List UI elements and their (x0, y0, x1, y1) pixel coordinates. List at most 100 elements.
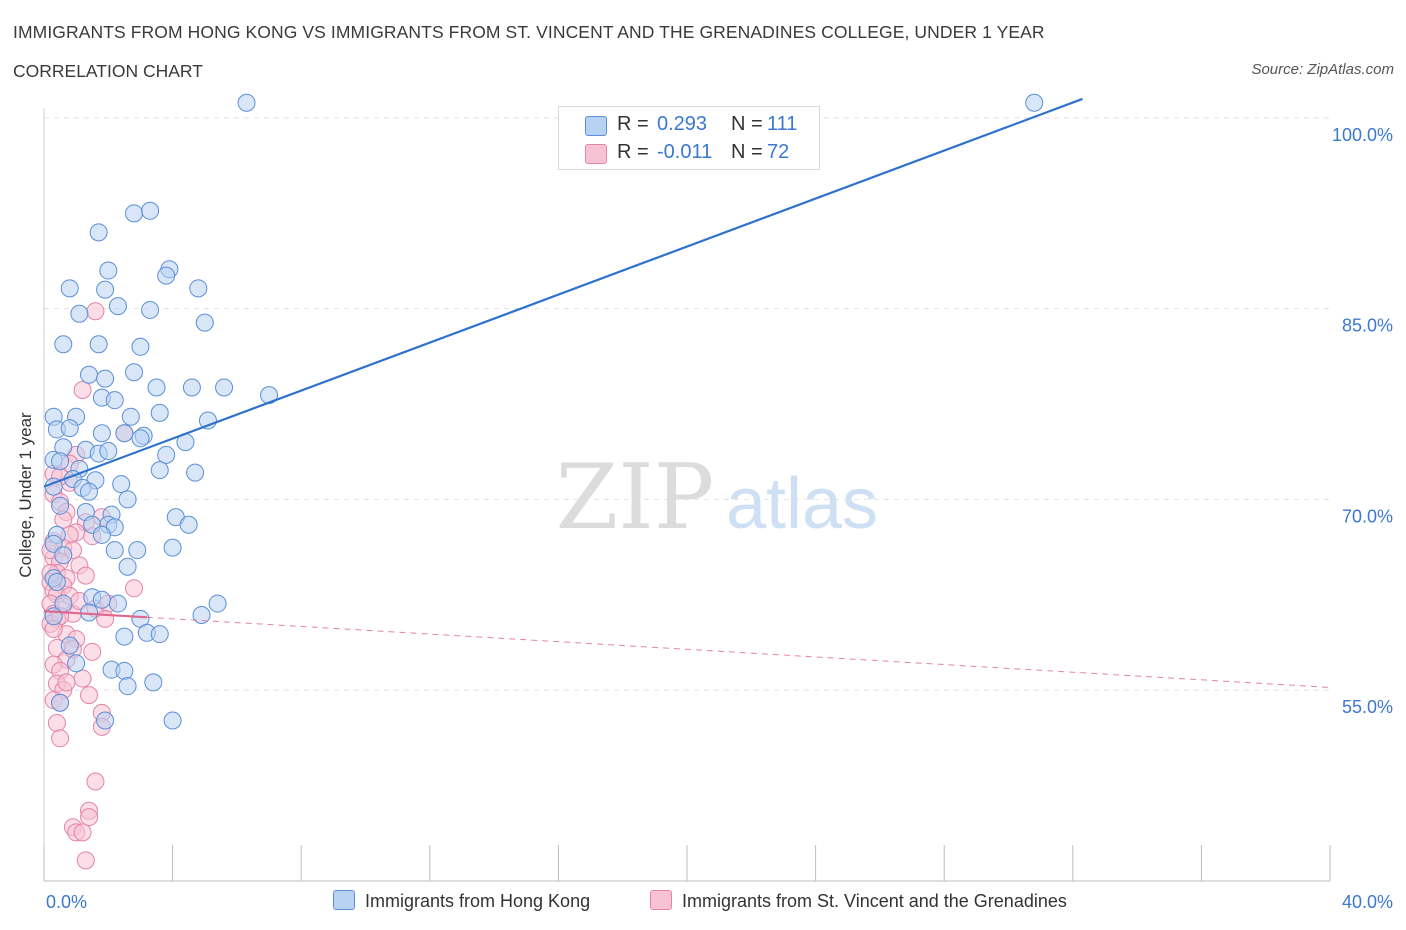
data-point-hk (108, 594, 127, 613)
series-hk-points (44, 93, 1044, 730)
data-point-hk (157, 266, 176, 285)
data-point-hk (195, 313, 214, 332)
y-tick-label: 100.0% (1332, 125, 1393, 145)
data-point-hk (186, 463, 205, 482)
data-point-hk (51, 693, 70, 712)
data-point-hk (99, 261, 118, 280)
data-point-hk (80, 365, 99, 384)
data-point-hk (121, 407, 140, 426)
data-point-hk (108, 297, 127, 316)
r-label: R = (617, 113, 649, 135)
data-point-hk (144, 673, 163, 692)
r-value: 0.293 (657, 113, 708, 135)
data-point-hk (67, 654, 86, 673)
data-point-svg (76, 851, 95, 870)
legend-label-svg: Immigrants from St. Vincent and the Gren… (682, 891, 1067, 911)
trend-line-svg-solid (43, 610, 147, 619)
trend-lines (43, 97, 1331, 688)
data-point-hk (51, 496, 70, 515)
data-point-hk (89, 223, 108, 242)
data-point-hk (141, 201, 160, 220)
data-point-hk (179, 515, 198, 534)
data-point-hk (237, 93, 256, 112)
data-point-hk (189, 279, 208, 298)
data-point-svg (73, 669, 92, 688)
data-point-hk (215, 378, 234, 397)
data-point-hk (60, 636, 79, 655)
legend-item-hk[interactable]: Immigrants from Hong Kong (333, 890, 590, 912)
n-label: N = (731, 113, 763, 135)
data-point-hk (92, 590, 111, 609)
y-tick-label: 70.0% (1342, 506, 1393, 526)
stats-legend: R = 0.293 N = 111 R = -0.011 N = 72 (558, 106, 820, 170)
x-tick-label: 0.0% (46, 892, 87, 912)
data-point-hk (60, 419, 79, 438)
data-point-hk (157, 445, 176, 464)
data-point-svg (76, 566, 95, 585)
data-point-hk (54, 546, 73, 565)
legend-item-svg[interactable]: Immigrants from St. Vincent and the Gren… (650, 890, 1067, 912)
data-point-hk (99, 442, 118, 461)
data-point-hk (118, 677, 137, 696)
source-label: Source: ZipAtlas.com (1251, 61, 1394, 78)
r-value: -0.011 (657, 141, 713, 163)
data-point-hk (96, 280, 115, 299)
data-point-hk (60, 279, 79, 298)
n-value: 111 (767, 113, 798, 135)
tick-labels: 55.0% 70.0% 85.0% 100.0% 0.0% 40.0% (46, 125, 1393, 912)
watermark-zip: ZIP (556, 445, 715, 550)
data-point-hk (92, 525, 111, 544)
data-point-svg (80, 808, 99, 827)
data-point-svg (80, 686, 99, 705)
data-point-hk (96, 711, 115, 730)
trend-line-hk (43, 97, 1083, 488)
data-point-hk (105, 541, 124, 560)
legend-swatch-svg (585, 144, 607, 164)
data-point-svg (73, 823, 92, 842)
data-point-svg (51, 729, 70, 748)
data-point-hk (163, 711, 182, 730)
axes (43, 108, 1331, 882)
legend-swatch-svg (650, 890, 672, 910)
data-point-svg (86, 302, 105, 321)
trend-line-svg-dashed (146, 616, 1331, 688)
data-point-hk (141, 300, 160, 319)
watermark: ZIP atlas (556, 445, 878, 550)
chart-subtitle: CORRELATION CHART (13, 61, 203, 81)
data-point-hk (115, 627, 134, 646)
data-point-hk (1025, 93, 1044, 112)
data-point-hk (115, 661, 134, 680)
legend-swatch-hk (585, 116, 607, 136)
data-point-hk (89, 335, 108, 354)
data-point-hk (182, 378, 201, 397)
data-point-hk (147, 378, 166, 397)
data-point-hk (150, 625, 169, 644)
y-tick-label: 85.0% (1342, 316, 1393, 336)
data-point-hk (92, 424, 111, 443)
data-point-svg (96, 609, 115, 628)
legend-swatch-hk (333, 890, 355, 910)
data-point-hk (115, 424, 134, 443)
stats-row-svg: R = -0.011 N = 72 (559, 139, 819, 167)
grid-lines (44, 117, 1330, 691)
data-point-hk (128, 541, 147, 560)
y-axis-label: College, Under 1 year (16, 412, 35, 578)
data-point-hk (118, 490, 137, 509)
y-tick-label: 55.0% (1342, 697, 1393, 717)
data-point-hk (105, 391, 124, 410)
data-point-svg (57, 673, 76, 692)
data-point-hk (125, 363, 144, 382)
data-point-hk (112, 475, 131, 494)
data-point-hk (70, 304, 89, 323)
data-point-hk (47, 572, 66, 591)
data-point-hk (131, 429, 150, 448)
chart-title: IMMIGRANTS FROM HONG KONG VS IMMIGRANTS … (13, 22, 1045, 42)
data-point-hk (131, 337, 150, 356)
x-tick-label: 40.0% (1342, 892, 1393, 912)
data-point-hk (163, 538, 182, 557)
data-point-hk (192, 606, 211, 625)
data-point-hk (118, 557, 137, 576)
n-value: 72 (767, 141, 790, 163)
data-point-svg (73, 381, 92, 400)
